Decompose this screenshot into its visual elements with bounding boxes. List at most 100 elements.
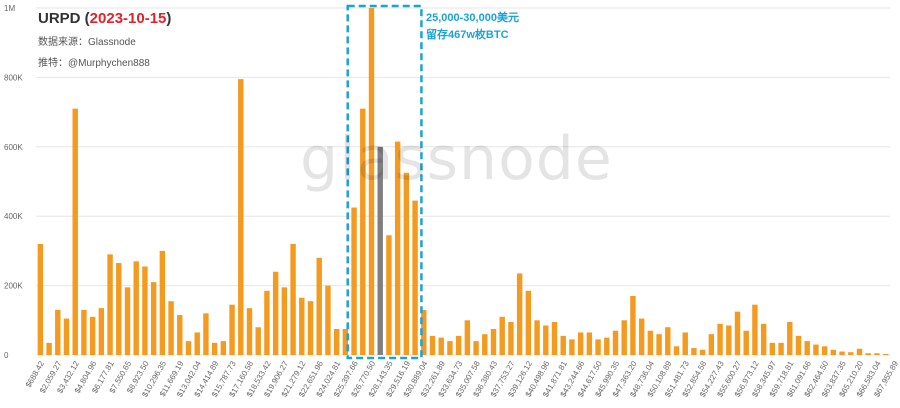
bar xyxy=(133,261,139,355)
bar xyxy=(107,254,113,355)
y-tick-label: 600K xyxy=(4,143,23,152)
bar xyxy=(813,344,819,355)
bar xyxy=(804,341,810,355)
bar xyxy=(473,341,479,355)
bar xyxy=(351,207,357,355)
y-tick-label: 0 xyxy=(4,351,9,360)
bar xyxy=(595,339,601,355)
bar xyxy=(830,349,837,355)
bar xyxy=(525,290,532,355)
bar xyxy=(55,309,61,355)
highlight-range xyxy=(346,4,423,360)
bar xyxy=(98,308,105,355)
bar xyxy=(508,322,514,355)
bar xyxy=(482,334,488,355)
bar xyxy=(307,301,314,355)
bar xyxy=(368,8,375,355)
bar xyxy=(604,337,610,355)
bar xyxy=(612,330,619,355)
y-axis-ticks: 0 200K 400K 600K 800K 1M xyxy=(4,4,23,360)
bar xyxy=(490,328,497,355)
bar xyxy=(316,257,322,355)
bar xyxy=(752,304,758,355)
bar xyxy=(412,200,418,355)
title-date: 2023-10-15 xyxy=(89,10,167,27)
annotation-line-2: 留存467w枚BTC xyxy=(426,29,509,41)
highlighted-bar xyxy=(377,146,383,355)
bar xyxy=(229,304,235,355)
bar xyxy=(882,353,889,355)
bar xyxy=(177,315,183,355)
bar xyxy=(116,263,122,355)
bar xyxy=(150,282,157,355)
bar xyxy=(717,323,723,355)
bar xyxy=(37,243,44,355)
bar xyxy=(569,339,575,355)
bar xyxy=(787,322,793,355)
bar xyxy=(421,309,427,355)
bar xyxy=(638,318,645,355)
bar xyxy=(220,341,227,355)
bar xyxy=(543,325,549,355)
bar xyxy=(699,349,706,355)
source-line: 数据来源：Glassnode xyxy=(38,37,136,48)
bar xyxy=(299,297,305,355)
bar xyxy=(238,79,244,355)
bar xyxy=(673,346,680,355)
bar xyxy=(516,273,523,355)
bar xyxy=(621,320,627,355)
bar xyxy=(656,334,662,355)
bar xyxy=(708,334,715,355)
glassnode-watermark: glassnode xyxy=(300,124,613,194)
bar xyxy=(89,316,96,355)
bar xyxy=(464,320,471,355)
bar xyxy=(63,318,70,355)
author-line: 推特：@Murphychen888 xyxy=(38,58,150,69)
bars xyxy=(37,8,889,355)
bar xyxy=(46,342,52,355)
bar xyxy=(185,341,192,355)
bar xyxy=(874,353,880,355)
bar xyxy=(691,348,697,355)
bar xyxy=(211,342,218,355)
bar xyxy=(560,335,566,355)
y-tick-label: 200K xyxy=(4,282,23,291)
bar xyxy=(142,266,148,355)
bar xyxy=(272,271,279,355)
x-axis-ticks: $688.42$2,059.27$3,432.12$4,804.96$6,177… xyxy=(24,359,900,399)
bar xyxy=(246,308,253,355)
bar xyxy=(534,320,540,355)
bar xyxy=(159,250,166,355)
bar xyxy=(795,335,802,355)
annotation-line-1: 25,000-30,000美元 xyxy=(426,12,519,24)
bar xyxy=(848,352,854,355)
chart-title: URPD (2023-10-15) xyxy=(38,10,172,27)
chart-header: URPD (2023-10-15) 数据来源：Glassnode 推特：@Mur… xyxy=(38,10,171,69)
bar xyxy=(386,235,392,355)
bar xyxy=(630,296,636,355)
bar xyxy=(682,332,688,355)
bar xyxy=(360,108,366,355)
y-tick-label: 800K xyxy=(4,73,23,82)
bar xyxy=(255,327,261,355)
bar xyxy=(647,330,654,355)
bar xyxy=(124,287,131,355)
bar xyxy=(760,323,767,355)
bar xyxy=(665,327,671,355)
bar xyxy=(455,335,462,355)
bar xyxy=(778,342,784,355)
bar xyxy=(290,243,296,355)
bar xyxy=(403,172,410,355)
bar xyxy=(769,342,776,355)
bar xyxy=(194,332,200,355)
bar xyxy=(342,328,349,355)
bar xyxy=(264,290,270,355)
bar xyxy=(856,348,863,355)
bar xyxy=(586,332,593,355)
bar xyxy=(203,313,209,355)
bar xyxy=(865,353,871,355)
bar xyxy=(81,309,87,355)
bar xyxy=(447,341,453,355)
bar xyxy=(577,332,584,355)
